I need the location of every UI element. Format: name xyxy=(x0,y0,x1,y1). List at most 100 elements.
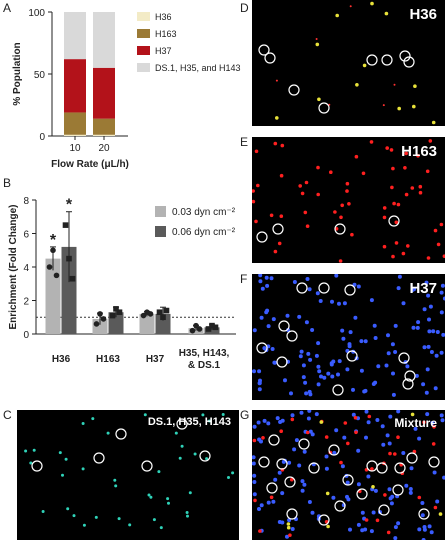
cell-dot xyxy=(331,495,336,500)
micrograph-d-title: H36 xyxy=(409,6,437,23)
cell-dot xyxy=(388,496,393,501)
cell-dot xyxy=(342,435,347,440)
cell-dot xyxy=(426,293,431,298)
cell-dot xyxy=(304,180,309,185)
cell-dot xyxy=(269,276,274,281)
cell-dot xyxy=(252,480,257,484)
cell-dot xyxy=(380,424,385,429)
cell-dot xyxy=(186,514,189,518)
data-point xyxy=(46,264,53,270)
cell-dot xyxy=(258,274,263,278)
cell-ring-marker xyxy=(403,56,415,68)
cell-dot xyxy=(275,116,279,120)
micrograph-e-title: H163 xyxy=(401,143,437,160)
y-tick-label: 4 xyxy=(23,263,29,274)
cell-dot xyxy=(391,254,395,259)
cell-ring-marker xyxy=(332,384,344,396)
cell-dot xyxy=(439,222,444,227)
x-tick-label: 10 xyxy=(69,143,81,154)
cell-dot xyxy=(307,500,312,504)
cell-dot xyxy=(286,522,291,526)
cell-dot xyxy=(279,173,284,178)
cell-dot xyxy=(433,228,438,233)
cell-dot xyxy=(439,350,444,355)
cell-ring-marker xyxy=(402,378,414,390)
cell-dot xyxy=(336,372,340,377)
cell-dot xyxy=(252,461,256,466)
cell-dot xyxy=(201,413,205,417)
cell-dot xyxy=(442,296,445,301)
micrograph-f: H37 xyxy=(252,274,445,400)
data-point xyxy=(100,316,107,322)
data-point xyxy=(69,275,76,282)
cell-dot xyxy=(114,484,118,488)
cell-dot xyxy=(281,459,286,464)
cell-dot xyxy=(32,448,36,452)
cell-dot xyxy=(252,199,256,204)
cell-dot xyxy=(429,530,434,535)
cell-dot xyxy=(294,438,299,443)
cell-dot xyxy=(386,351,391,356)
cell-ring-marker xyxy=(356,488,368,500)
cell-dot xyxy=(387,441,392,446)
cell-ring-marker xyxy=(276,356,288,368)
cell-dot xyxy=(401,451,406,455)
cell-dot xyxy=(415,325,420,330)
cell-dot xyxy=(91,417,95,421)
cell-dot xyxy=(372,323,377,328)
cell-dot xyxy=(432,470,437,475)
bar-1 xyxy=(155,313,171,334)
cell-dot xyxy=(272,360,277,365)
cell-dot xyxy=(317,97,321,102)
cell-dot xyxy=(384,363,389,368)
cell-dot xyxy=(117,517,121,521)
cell-dot xyxy=(397,106,401,111)
cell-dot xyxy=(257,387,262,392)
cell-dot xyxy=(262,346,267,351)
cell-dot xyxy=(273,249,278,254)
cell-dot xyxy=(302,449,307,454)
cell-dot xyxy=(289,391,293,396)
cell-dot xyxy=(416,320,421,325)
cell-dot xyxy=(81,467,85,471)
cell-dot xyxy=(207,419,211,423)
cell-dot xyxy=(416,154,420,158)
cell-dot xyxy=(439,310,444,315)
cell-dot xyxy=(269,213,274,218)
cell-dot xyxy=(185,511,189,514)
cell-dot xyxy=(298,184,302,188)
cell-dot xyxy=(350,232,354,237)
cell-dot xyxy=(72,514,76,518)
cell-dot xyxy=(319,374,323,379)
cell-dot xyxy=(391,371,395,376)
data-point xyxy=(189,327,196,334)
cell-dot xyxy=(324,466,329,471)
cell-dot xyxy=(354,154,359,159)
cell-dot xyxy=(343,421,348,425)
cell-dot xyxy=(329,361,334,366)
cell-dot xyxy=(382,215,387,220)
cell-dot xyxy=(363,388,368,393)
cell-dot xyxy=(382,244,387,249)
cell-ring-marker xyxy=(256,231,268,243)
cell-dot xyxy=(307,287,312,292)
cell-dot xyxy=(259,315,264,320)
x-axis-title: Flow Rate (μL/h) xyxy=(51,159,129,170)
cell-dot xyxy=(354,430,358,435)
legend-label: 0.06 dyn cm⁻² xyxy=(172,227,236,238)
cell-ring-marker xyxy=(334,223,346,235)
cell-dot xyxy=(271,499,276,504)
cell-dot xyxy=(317,369,322,374)
cell-dot xyxy=(333,210,337,214)
cell-dot xyxy=(288,533,292,537)
cell-dot xyxy=(252,473,257,478)
cell-dot xyxy=(435,499,440,504)
cell-dot xyxy=(356,284,361,289)
cell-dot xyxy=(385,433,390,438)
cell-dot xyxy=(363,527,368,532)
cell-dot xyxy=(440,418,445,423)
cell-dot xyxy=(348,527,352,532)
cell-dot xyxy=(382,206,387,210)
cell-dot xyxy=(254,219,258,224)
cell-dot xyxy=(279,429,283,433)
